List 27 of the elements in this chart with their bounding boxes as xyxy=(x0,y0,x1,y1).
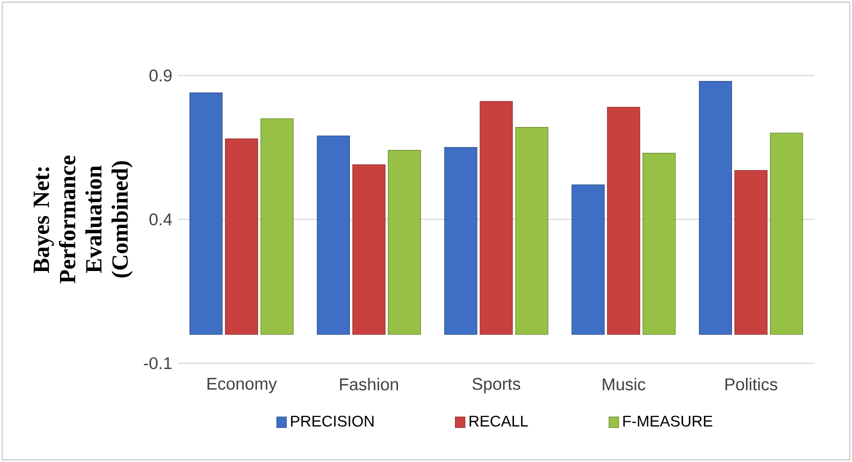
bar xyxy=(190,92,223,335)
bar xyxy=(642,152,676,335)
bar xyxy=(734,170,768,335)
y-tick-label: -0.1 xyxy=(144,357,172,370)
bar xyxy=(572,184,605,335)
bar xyxy=(607,106,640,335)
y-tick-label: 0.9 xyxy=(149,70,172,82)
x-tick-label: Fashion xyxy=(340,378,398,390)
bar xyxy=(352,164,386,335)
y-tick-label: 0.4 xyxy=(149,213,172,226)
bar xyxy=(444,147,478,335)
bar xyxy=(698,80,732,335)
x-tick-label: Politics xyxy=(726,378,778,390)
x-tick-label: Music xyxy=(602,378,646,390)
x-tick-label: Economy xyxy=(208,378,277,394)
bar xyxy=(225,138,258,335)
y-axis-title: Bayes Net: Performance Evaluation (Combined) xyxy=(34,156,133,284)
bar xyxy=(388,150,421,335)
legend-label: F-MEASURE xyxy=(623,416,712,427)
bar xyxy=(480,101,513,335)
legend-label: RECALL xyxy=(470,416,528,427)
bar xyxy=(316,136,350,335)
bar xyxy=(515,126,548,335)
x-tick-label: Sports xyxy=(472,378,520,394)
bar xyxy=(770,132,803,335)
legend-label: PRECISION xyxy=(291,416,374,427)
bar xyxy=(260,118,294,335)
